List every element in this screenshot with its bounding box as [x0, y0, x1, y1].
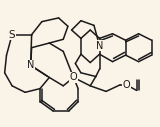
Text: N: N — [96, 41, 103, 51]
Text: O: O — [123, 80, 130, 90]
Text: S: S — [9, 30, 15, 40]
Text: N: N — [27, 60, 34, 70]
Text: O: O — [70, 72, 77, 82]
